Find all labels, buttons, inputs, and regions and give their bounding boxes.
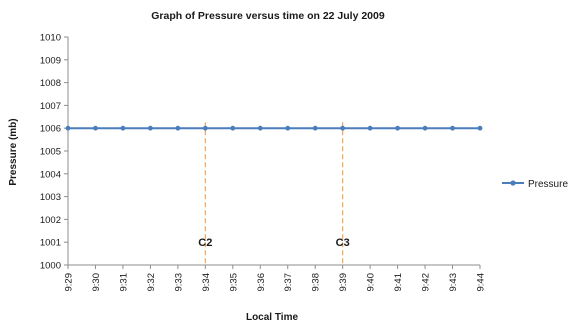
y-axis-title: Pressure (mb) bbox=[8, 118, 19, 185]
x-tick-label: 9:40 bbox=[366, 273, 377, 292]
x-tick-label: 9:31 bbox=[118, 273, 129, 292]
x-tick-label: 9:44 bbox=[476, 273, 487, 292]
y-tick-label: 1002 bbox=[40, 215, 61, 226]
x-tick-label: 9:42 bbox=[421, 273, 432, 292]
data-point bbox=[422, 125, 428, 131]
x-tick-label: 9:32 bbox=[146, 273, 157, 292]
x-tick-label: 9:29 bbox=[64, 273, 75, 292]
y-tick-label: 1001 bbox=[40, 238, 61, 249]
x-axis-ticks: 9:29 9:30 9:31 9:32 9:33 9:34 9:35 9:36 9:37 9:38… bbox=[64, 265, 487, 292]
data-point bbox=[257, 125, 263, 131]
y-tick-label: 1007 bbox=[40, 101, 61, 112]
annotation-label-c3: C3 bbox=[336, 237, 350, 249]
data-point bbox=[285, 125, 291, 131]
x-tick-label: 9:39 bbox=[338, 273, 349, 292]
data-point bbox=[230, 125, 236, 131]
data-point bbox=[450, 125, 455, 131]
x-axis-title: Local Time bbox=[246, 312, 298, 323]
x-tick-label: 9:33 bbox=[173, 273, 184, 292]
y-tick-label: 1010 bbox=[40, 33, 61, 44]
annotation-lines: C2 C3 bbox=[198, 122, 350, 265]
data-point bbox=[395, 125, 400, 131]
y-tick-label: 1006 bbox=[40, 124, 61, 135]
chart-title: Graph of Pressure versus time on 22 July… bbox=[151, 10, 385, 22]
data-point bbox=[312, 125, 318, 131]
y-tick-label: 1004 bbox=[40, 169, 61, 180]
x-tick-label: 9:38 bbox=[311, 273, 322, 292]
x-tick-label: 9:37 bbox=[283, 273, 294, 292]
x-tick-label: 9:35 bbox=[228, 273, 239, 292]
legend: Pressure bbox=[502, 179, 568, 190]
data-point bbox=[477, 125, 483, 131]
y-tick-label: 1009 bbox=[40, 55, 61, 66]
x-tick-label: 9:43 bbox=[448, 273, 459, 292]
data-point bbox=[93, 125, 98, 131]
x-tick-label: 9:36 bbox=[256, 273, 267, 292]
data-point bbox=[340, 125, 346, 131]
data-point bbox=[120, 125, 126, 131]
data-point bbox=[202, 125, 208, 131]
legend-label-pressure: Pressure bbox=[528, 179, 568, 190]
y-tick-label: 1003 bbox=[40, 192, 61, 203]
data-series bbox=[65, 125, 483, 131]
y-tick-label: 1008 bbox=[40, 78, 61, 89]
legend-marker-pressure bbox=[510, 180, 516, 186]
y-tick-label: 1005 bbox=[40, 147, 61, 158]
y-axis-ticks: 1000 1001 1002 1003 1004 1005 1006 1007 1008 1009… bbox=[40, 33, 68, 272]
data-point bbox=[148, 125, 153, 131]
annotation-label-c2: C2 bbox=[198, 237, 212, 249]
x-tick-label: 9:30 bbox=[91, 273, 102, 292]
data-point bbox=[175, 125, 181, 131]
x-tick-label: 9:41 bbox=[393, 273, 404, 292]
data-point bbox=[367, 125, 373, 131]
x-tick-label: 9:34 bbox=[201, 273, 212, 292]
data-point bbox=[65, 125, 71, 131]
y-tick-label: 1000 bbox=[40, 261, 61, 272]
